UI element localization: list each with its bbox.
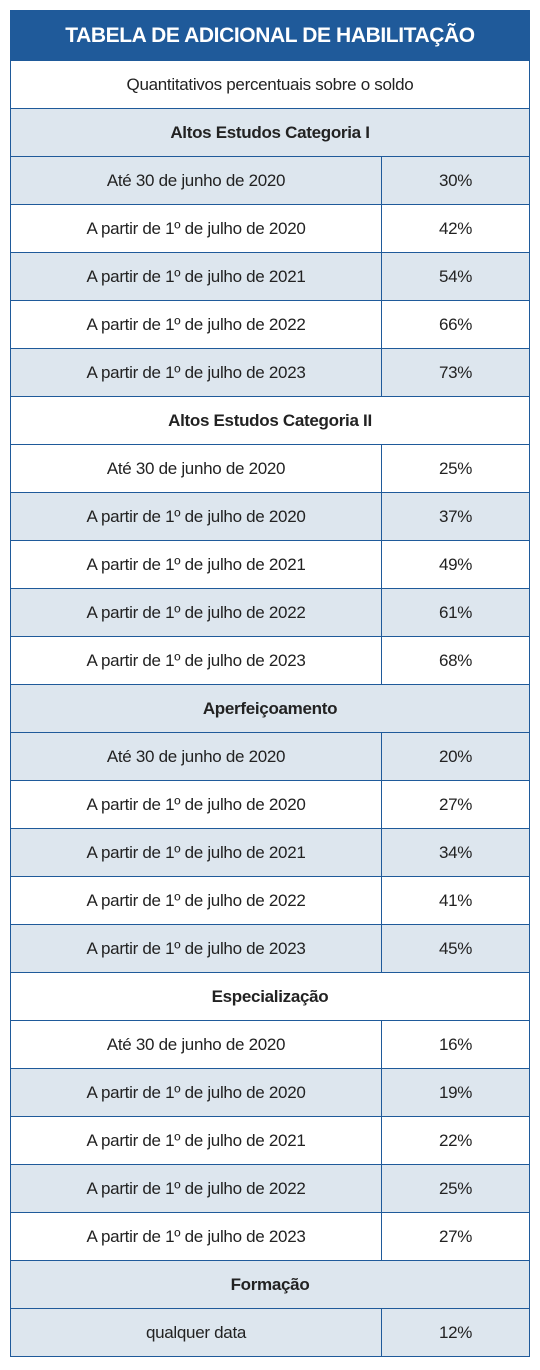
section-heading: Altos Estudos Categoria II — [168, 410, 372, 430]
percentage: 61% — [438, 602, 473, 622]
section-heading: Formação — [230, 1274, 310, 1294]
period: Até 30 de junho de 2020 — [11, 157, 382, 204]
period: A partir de 1º de julho de 2023 — [11, 349, 382, 396]
data-row: Até 30 de junho de 2020 16% — [11, 1020, 529, 1068]
data-row: A partir de 1º de julho de 2022 61% — [11, 588, 529, 636]
period: A partir de 1º de julho de 2020 — [11, 1069, 382, 1116]
section-row: Especialização — [11, 972, 529, 1020]
percentage: 66% — [438, 314, 473, 334]
data-row: A partir de 1º de julho de 2021 22% — [11, 1116, 529, 1164]
percentage: 73% — [438, 362, 473, 382]
data-row: A partir de 1º de julho de 2021 54% — [11, 252, 529, 300]
data-row: A partir de 1º de julho de 2021 34% — [11, 828, 529, 876]
percentage: 34% — [438, 842, 473, 862]
period: A partir de 1º de julho de 2020 — [11, 205, 382, 252]
data-row: A partir de 1º de julho de 2020 42% — [11, 204, 529, 252]
period: A partir de 1º de julho de 2021 — [11, 829, 382, 876]
percentage: 16% — [438, 1034, 473, 1054]
percentage: 25% — [438, 1178, 473, 1198]
section-row: Altos Estudos Categoria II — [11, 396, 529, 444]
percentage: 45% — [438, 938, 473, 958]
section-row: Aperfeiçoamento — [11, 684, 529, 732]
period: A partir de 1º de julho de 2020 — [11, 781, 382, 828]
data-row: A partir de 1º de julho de 2023 45% — [11, 924, 529, 972]
percentage: 37% — [438, 506, 473, 526]
period: A partir de 1º de julho de 2022 — [11, 877, 382, 924]
period: A partir de 1º de julho de 2021 — [11, 253, 382, 300]
data-row: A partir de 1º de julho de 2023 68% — [11, 636, 529, 684]
period: A partir de 1º de julho de 2023 — [11, 1213, 382, 1260]
percentage: 27% — [438, 794, 473, 814]
section-row: Formação — [11, 1260, 529, 1308]
percentage: 41% — [438, 890, 473, 910]
percentage: 22% — [438, 1130, 473, 1150]
data-row: A partir de 1º de julho de 2023 73% — [11, 348, 529, 396]
data-row: A partir de 1º de julho de 2020 37% — [11, 492, 529, 540]
data-row: A partir de 1º de julho de 2020 27% — [11, 780, 529, 828]
section-row: Altos Estudos Categoria I — [11, 108, 529, 156]
percentage: 42% — [438, 218, 473, 238]
subtitle: Quantitativos percentuais sobre o soldo — [126, 74, 414, 94]
period: A partir de 1º de julho de 2022 — [11, 589, 382, 636]
period: Até 30 de junho de 2020 — [11, 445, 382, 492]
table-title: TABELA DE ADICIONAL DE HABILITAÇÃO — [11, 11, 529, 61]
section-heading: Especialização — [211, 986, 329, 1006]
data-row: A partir de 1º de julho de 2022 25% — [11, 1164, 529, 1212]
data-row: Até 30 de junho de 2020 30% — [11, 156, 529, 204]
percentage: 27% — [438, 1226, 473, 1246]
data-row: A partir de 1º de julho de 2022 66% — [11, 300, 529, 348]
data-row: A partir de 1º de julho de 2023 27% — [11, 1212, 529, 1260]
section-heading: Altos Estudos Categoria I — [170, 122, 370, 142]
period: qualquer data — [11, 1309, 382, 1356]
percentage: 30% — [438, 170, 473, 190]
period: A partir de 1º de julho de 2023 — [11, 637, 382, 684]
data-row: A partir de 1º de julho de 2022 41% — [11, 876, 529, 924]
period: A partir de 1º de julho de 2021 — [11, 1117, 382, 1164]
data-row: Até 30 de junho de 2020 25% — [11, 444, 529, 492]
data-row: A partir de 1º de julho de 2020 19% — [11, 1068, 529, 1116]
data-row: qualquer data 12% — [11, 1308, 529, 1356]
period: A partir de 1º de julho de 2022 — [11, 301, 382, 348]
subtitle-row: Quantitativos percentuais sobre o soldo — [11, 61, 529, 108]
section-heading: Aperfeiçoamento — [202, 698, 338, 718]
percentage: 68% — [438, 650, 473, 670]
percentage: 49% — [438, 554, 473, 574]
period: Até 30 de junho de 2020 — [11, 733, 382, 780]
percentage: 19% — [438, 1082, 473, 1102]
percentage: 12% — [438, 1322, 473, 1342]
data-row: A partir de 1º de julho de 2021 49% — [11, 540, 529, 588]
period: A partir de 1º de julho de 2023 — [11, 925, 382, 972]
period: A partir de 1º de julho de 2021 — [11, 541, 382, 588]
data-row: Até 30 de junho de 2020 20% — [11, 732, 529, 780]
period: A partir de 1º de julho de 2022 — [11, 1165, 382, 1212]
percentage: 25% — [438, 458, 473, 478]
period: Até 30 de junho de 2020 — [11, 1021, 382, 1068]
period: A partir de 1º de julho de 2020 — [11, 493, 382, 540]
percentage: 54% — [438, 266, 473, 286]
percentage: 20% — [438, 746, 473, 766]
table: TABELA DE ADICIONAL DE HABILITAÇÃO Quant… — [10, 10, 530, 1357]
